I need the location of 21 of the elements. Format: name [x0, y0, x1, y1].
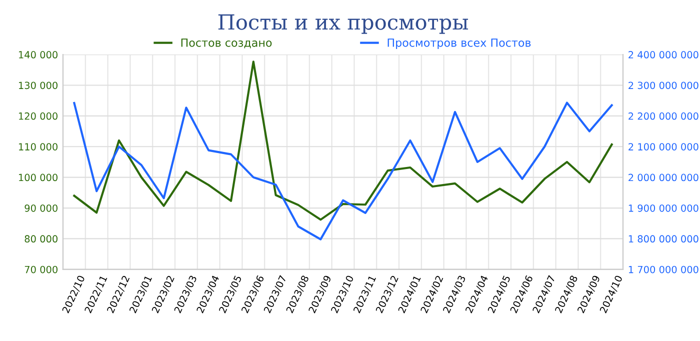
y-tick-label: 100 000 [19, 174, 58, 182]
y-tick-label: 140 000 [19, 51, 58, 58]
y-tick-label: 70 000 [24, 266, 58, 274]
y2-tick-label: 2 100 000 000 [628, 143, 698, 150]
y-tick-label: 130 000 [19, 82, 58, 90]
y-tick-label: 80 000 [24, 235, 58, 243]
y2-tick-label: 1 800 000 000 [628, 235, 698, 243]
y2-tick-label: 2 000 000 000 [628, 174, 698, 182]
line-series [73, 60, 613, 221]
line-series [73, 102, 613, 240]
legend-label: Просмотров всех Постов [388, 38, 531, 50]
legend-label: Постов создано [181, 38, 272, 48]
y2-tick-label: 1 700 000 000 [628, 266, 698, 274]
y2-tick-label: 2 400 000 000 [628, 51, 698, 58]
y2-tick-label: 2 200 000 000 [628, 112, 698, 120]
y-tick-label: 110 000 [19, 143, 58, 150]
y2-tick-label: 2 300 000 000 [628, 82, 698, 90]
chart-title: Посты и их просмотры [218, 14, 468, 34]
y2-tick-label: 1 900 000 000 [628, 204, 698, 212]
y-tick-label: 120 000 [19, 112, 58, 120]
y-tick-label: 90 000 [24, 204, 58, 212]
